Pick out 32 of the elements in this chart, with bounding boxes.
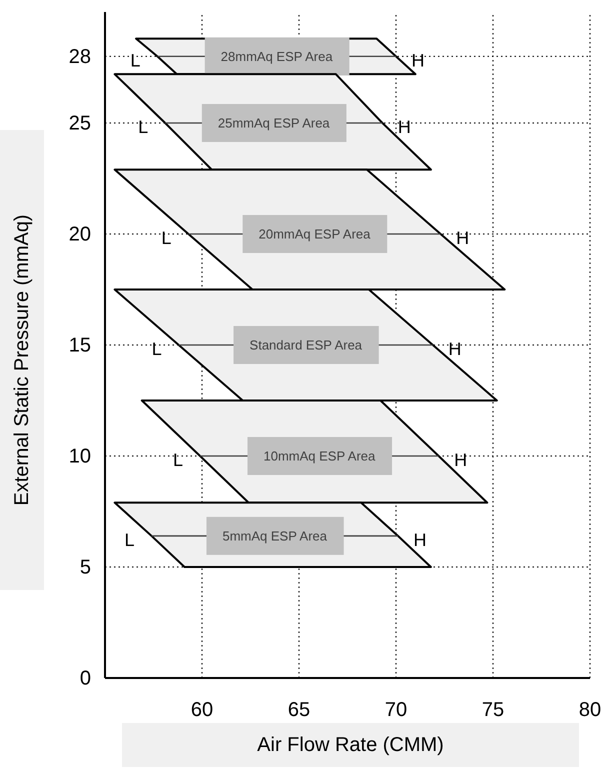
y-tick-label: 28: [68, 46, 91, 68]
annotation: H: [448, 339, 462, 359]
annotation: H: [456, 228, 470, 248]
annotation: H: [398, 117, 411, 137]
x-axis-title: Air Flow Rate (CMM): [257, 734, 444, 756]
annotation: L: [173, 450, 184, 470]
x-tick-label: 75: [482, 699, 504, 722]
x-tick-label: 80: [578, 699, 602, 722]
y-tick-label: 20: [68, 223, 91, 246]
y-tick-label: 0: [80, 667, 91, 690]
annotation: H: [412, 50, 424, 70]
annotation: L: [130, 50, 140, 70]
series-label: 20mmAq ESP Area: [258, 226, 372, 242]
series-label: 5mmAq ESP Area: [222, 528, 328, 544]
series-label: 25mmAq ESP Area: [218, 116, 330, 130]
annotation: L: [138, 117, 148, 137]
y-tick-label: 15: [68, 334, 91, 356]
y-axis-title: External Static Pressure (mmAq): [11, 214, 33, 506]
x-tick-label: 70: [384, 699, 408, 722]
annotation: H: [413, 530, 426, 550]
y-tick-label: 5: [80, 556, 91, 578]
series-label: 28mmAq ESP Area: [220, 48, 334, 64]
series-label: 10mmAq ESP Area: [263, 448, 376, 464]
x-tick-label: 65: [288, 699, 310, 722]
y-tick-label: 25: [68, 112, 91, 134]
annotation: L: [152, 339, 162, 359]
annotation: H: [454, 450, 468, 470]
annotation: L: [124, 530, 135, 550]
series-label: Standard ESP Area: [250, 338, 363, 352]
y-tick-label: 10: [68, 445, 91, 468]
x-tick-label: 60: [190, 699, 214, 722]
annotation: L: [161, 228, 172, 248]
